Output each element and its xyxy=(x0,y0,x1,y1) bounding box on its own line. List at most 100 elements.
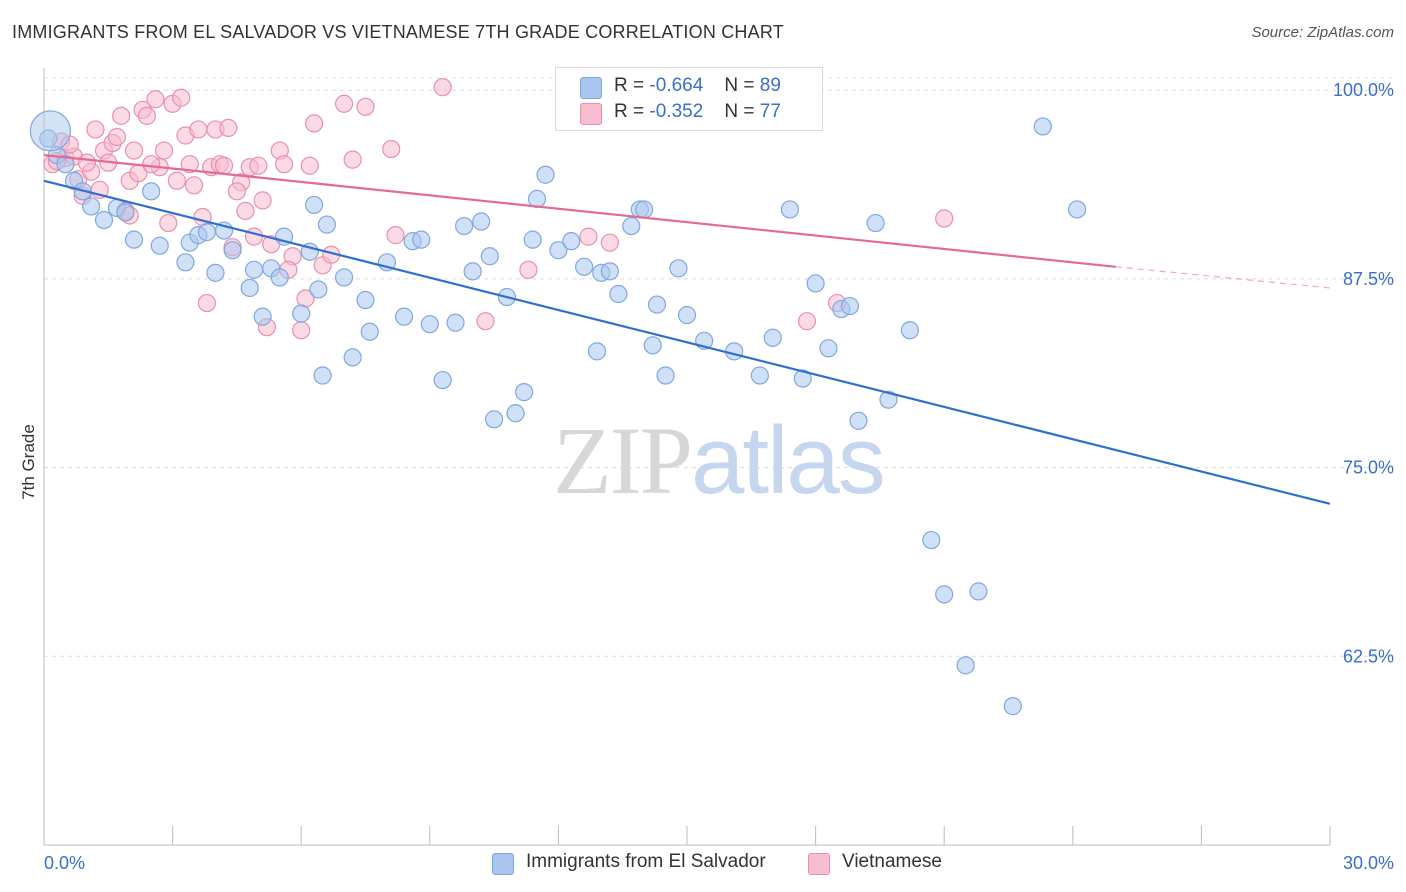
point-el-salvador xyxy=(900,321,920,340)
point-vietnamese xyxy=(214,156,234,175)
point-vietnamese xyxy=(219,118,238,138)
point-el-salvador xyxy=(433,370,452,390)
point-el-salvador xyxy=(253,307,272,326)
source-credit: Source: ZipAtlas.com xyxy=(1251,24,1394,41)
point-el-salvador xyxy=(304,195,324,215)
point-el-salvador xyxy=(806,274,825,293)
series-label: Vietnamese xyxy=(842,851,942,872)
watermark-zip: ZIP xyxy=(553,407,693,514)
point-el-salvador xyxy=(420,315,439,334)
point-el-salvador xyxy=(343,348,362,367)
y-tick-label: 75.0% xyxy=(1343,458,1394,478)
point-el-salvador xyxy=(197,222,216,242)
point-vietnamese xyxy=(236,201,255,221)
point-el-salvador xyxy=(124,230,144,249)
point-vietnamese xyxy=(154,141,174,160)
point-vietnamese xyxy=(107,127,126,147)
series-swatch-blue xyxy=(492,853,514,875)
point-vietnamese xyxy=(142,155,161,174)
x-tick-label-min: 0.0% xyxy=(44,853,85,873)
point-vietnamese xyxy=(172,88,191,107)
point-el-salvador xyxy=(1067,200,1087,219)
y-tick-label: 87.5% xyxy=(1343,269,1394,289)
point-el-salvador xyxy=(1003,697,1022,716)
point-el-salvador xyxy=(56,155,75,174)
r-label: R = xyxy=(614,75,645,96)
point-el-salvador xyxy=(240,278,259,298)
point-el-salvador xyxy=(360,322,379,341)
point-el-salvador xyxy=(849,411,868,430)
point-el-salvador xyxy=(677,306,697,325)
point-vietnamese xyxy=(300,156,319,175)
point-el-salvador xyxy=(223,241,242,260)
point-el-salvador xyxy=(206,263,225,282)
point-vietnamese xyxy=(137,106,156,125)
trend-line-vietnamese-extension xyxy=(1115,266,1331,289)
point-vietnamese xyxy=(797,312,817,331)
watermark: ZIPatlas xyxy=(553,405,886,516)
point-el-salvador xyxy=(622,216,641,236)
point-el-salvador xyxy=(879,390,898,409)
point-el-salvador xyxy=(309,280,328,299)
point-el-salvador xyxy=(763,328,782,347)
point-el-salvador xyxy=(656,366,675,385)
point-el-salvador xyxy=(969,582,988,601)
point-el-salvador xyxy=(472,212,491,231)
point-vietnamese xyxy=(356,97,375,116)
point-el-salvador xyxy=(575,257,594,276)
r-value: -0.664 xyxy=(649,75,704,96)
point-el-salvador xyxy=(82,197,101,216)
point-vietnamese xyxy=(519,260,538,279)
point-vietnamese xyxy=(112,106,131,125)
point-vietnamese xyxy=(244,227,264,246)
point-vietnamese xyxy=(253,191,272,210)
trend-lines xyxy=(43,154,1331,505)
point-el-salvador xyxy=(780,200,799,219)
point-el-salvador xyxy=(270,268,289,287)
point-el-salvador xyxy=(394,307,414,326)
series-swatch-pink xyxy=(808,853,830,875)
n-value: 77 xyxy=(759,101,781,122)
point-el-salvador xyxy=(515,383,534,402)
point-vietnamese xyxy=(184,176,204,195)
point-vietnamese xyxy=(935,209,954,228)
point-el-salvador xyxy=(244,260,264,279)
point-el-salvador xyxy=(412,230,431,249)
r-label: R = xyxy=(614,101,645,122)
series-label: Immigrants from El Salvador xyxy=(526,851,766,872)
point-vietnamese xyxy=(433,78,452,97)
point-vietnamese xyxy=(180,155,199,174)
point-el-salvador xyxy=(536,165,555,184)
y-tick-labels: 100.0% 87.5% 75.0% 62.5% xyxy=(1333,80,1394,666)
point-el-salvador xyxy=(922,530,941,550)
point-el-salvador xyxy=(1033,117,1052,136)
point-el-salvador xyxy=(292,304,311,323)
point-el-salvador xyxy=(446,313,465,332)
n-label: N = xyxy=(724,101,755,122)
point-el-salvador xyxy=(793,369,812,388)
point-vietnamese xyxy=(159,213,178,233)
point-el-salvador xyxy=(587,342,607,361)
point-el-salvador xyxy=(317,215,337,234)
point-el-salvador xyxy=(454,216,474,236)
trend-line-vietnamese xyxy=(43,154,1116,268)
point-vietnamese xyxy=(343,150,362,169)
legend-swatch-blue xyxy=(580,77,602,99)
point-vietnamese xyxy=(386,226,405,245)
point-vietnamese xyxy=(476,312,495,331)
point-el-salvador xyxy=(485,410,504,429)
point-el-salvador xyxy=(523,230,542,249)
point-el-salvador xyxy=(840,296,859,316)
n-label: N = xyxy=(724,75,755,96)
point-el-salvador xyxy=(866,213,885,233)
point-el-salvador xyxy=(150,236,169,255)
legend-swatch-pink xyxy=(580,103,602,125)
axes xyxy=(43,68,1331,846)
point-el-salvador xyxy=(956,656,975,675)
point-el-salvador xyxy=(562,232,581,251)
point-el-salvador xyxy=(635,200,654,219)
point-vietnamese xyxy=(77,153,96,172)
point-vietnamese xyxy=(249,156,268,175)
data-points xyxy=(29,78,1087,716)
trend-line-el-salvador xyxy=(43,179,1331,505)
